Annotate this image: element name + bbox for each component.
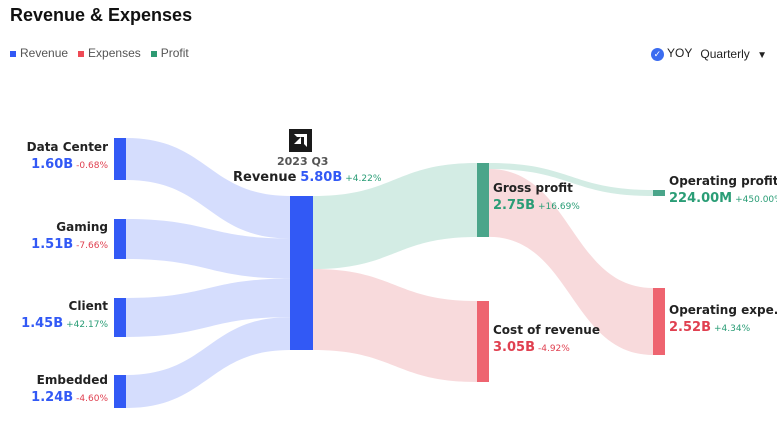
node-label-op: Operating profit 224.00M+450.00% [669,174,777,206]
node-value: 1.24B [31,389,74,405]
legend-expenses[interactable]: Expenses [78,46,141,60]
node-name: Embedded [36,372,108,387]
link-revenue-cor[interactable] [313,269,477,382]
node-label-revenue: 2023 Q3 Revenue 5.80B +4.22% [233,155,383,185]
node-op[interactable] [653,190,665,196]
node-change: +4.34% [713,323,751,334]
yoy-toggle[interactable]: ✓ YOY [650,46,692,61]
node-name: Data Center [26,140,108,154]
node-label-gaming: Gaming 1.51B -7.66% [31,220,108,252]
node-label-cor: Cost of revenue 3.05B -4.92% [493,323,600,355]
node-cor[interactable] [477,301,489,382]
node-change: -4.92% [537,343,570,354]
node-value: 224.00M [669,191,733,206]
legend: Revenue Expenses Profit [10,46,189,60]
node-revenue[interactable] [290,196,313,350]
node-change: +16.69% [537,202,580,212]
node-value: 1.51B [31,237,74,252]
legend-revenue[interactable]: Revenue [10,46,68,60]
node-label-gp: Gross profit 2.75B +16.69% [493,181,580,213]
node-value: 1.45B [21,315,64,331]
node-name: Gross profit [493,181,573,195]
node-value: 5.80B [300,170,343,185]
node-change: +450.00% [735,195,777,205]
period-select[interactable]: Quarterly ▼ [700,46,767,61]
node-client[interactable] [114,298,126,337]
node-name: Cost of revenue [493,322,600,337]
node-name: Client [68,298,108,313]
node-name: Gaming [56,220,108,234]
node-change: -7.66% [76,241,108,251]
node-change: -0.68% [76,161,108,171]
node-gp[interactable] [477,163,489,237]
link-dc-revenue[interactable] [126,138,290,239]
chart-title: Revenue & Expenses [10,5,193,25]
link-gp-opex[interactable] [489,169,653,355]
node-change: +42.17% [66,319,108,330]
node-change: +4.22% [345,174,382,184]
period-label: 2023 Q3 [277,155,329,168]
link-revenue-gp[interactable] [313,163,477,270]
node-opex[interactable] [653,288,665,355]
node-label-opex: Operating expe... 2.52B +4.34% [669,303,777,335]
node-change: -4.60% [76,393,108,404]
legend-profit[interactable]: Profit [150,46,189,60]
node-name: Revenue [233,170,297,185]
check-icon: ✓ [650,48,664,61]
caret-down-icon: ▼ [757,49,767,61]
node-name: Operating expe... [669,302,777,317]
node-label-client: Client 1.45B +42.17% [21,299,108,331]
node-value: 2.52B [669,319,711,335]
node-gaming[interactable] [114,219,126,259]
link-client-revenue[interactable] [126,278,290,337]
link-embedded-revenue[interactable] [126,317,290,408]
node-value: 3.05B [493,339,535,355]
node-label-dc: Data Center 1.60B -0.68% [27,140,108,172]
node-name: Operating profit [669,174,777,188]
node-dc[interactable] [114,138,126,180]
node-value: 1.60B [31,157,74,172]
node-embedded[interactable] [114,375,126,408]
amd-logo-mark [294,134,307,147]
node-value: 2.75B [493,198,535,213]
node-label-embedded: Embedded 1.24B -4.60% [31,373,108,405]
link-gp-op[interactable] [489,163,653,196]
link-gaming-revenue[interactable] [126,219,290,279]
